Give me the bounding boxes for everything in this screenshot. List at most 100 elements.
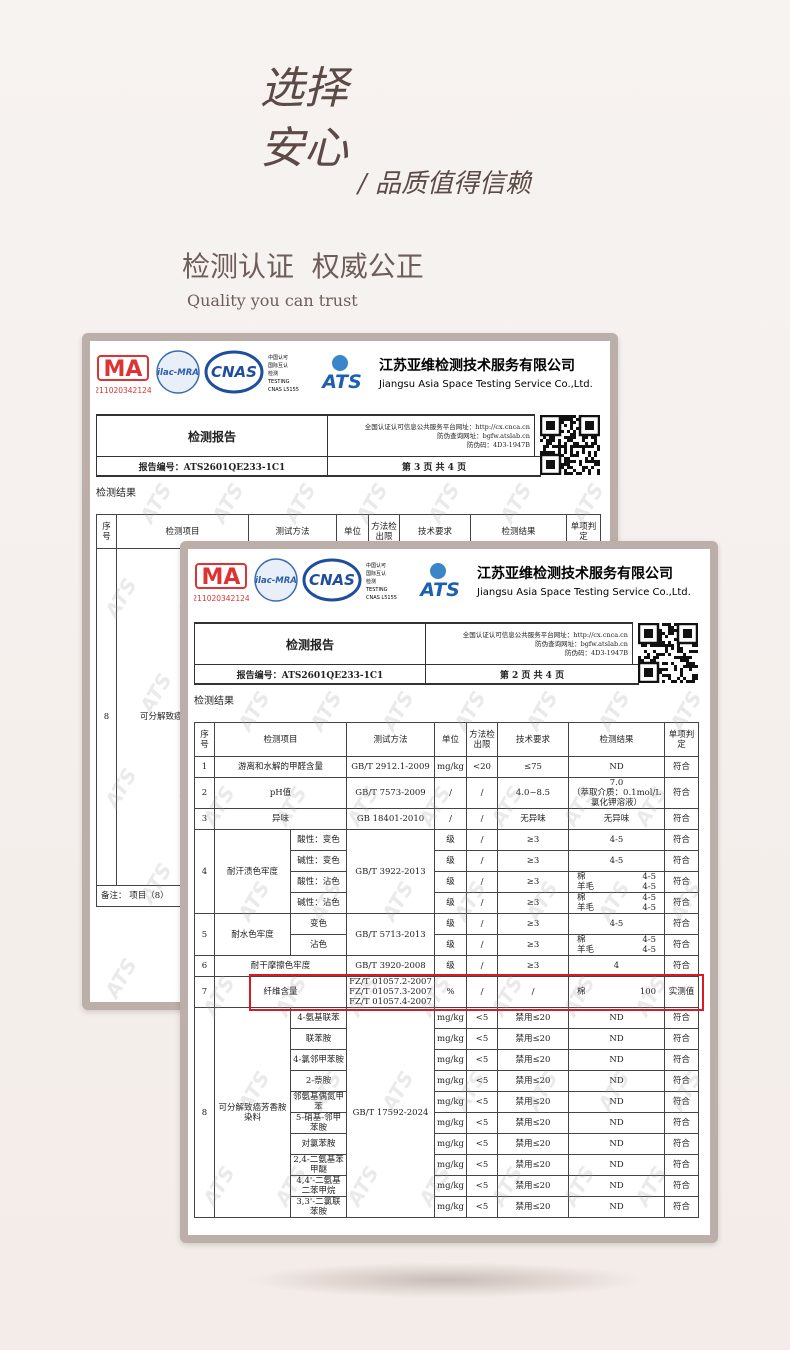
report-body: MA 211020342124 ilac-MRA CNAS 中国认可 国际互认 检测 TEST… [192,558,704,1218]
qr-module [677,677,680,680]
qr-module [546,442,549,445]
qr-module [552,436,555,439]
platform-line: 防伪码：4D3-1947B [565,648,628,657]
ats-globe [430,563,446,579]
result-pair: 羊毛 4-5 [571,903,662,913]
table-cell: GB 18401-2010 [346,808,436,830]
qr-module [662,668,665,671]
report-header: 检测报告 全国认证认可信息公共服务平台网址：http://cx.cnca.cn 防伪… [194,622,704,686]
qr-module [570,454,573,457]
qr-module [567,466,570,469]
qr-module [573,415,576,418]
qr-module [576,418,579,421]
qr-module [659,644,662,647]
result-pair: 羊毛 4-5 [571,882,662,892]
result-label: 羊毛 [577,882,595,892]
title-line: 选择 [260,63,348,114]
table-cell: 3,3'-二氯联苯胺 [289,1196,348,1218]
qr-module [668,641,671,644]
platform-line: 防伪查询网址：bgfw.atslab.cn [535,639,628,648]
ma-frame [97,355,149,381]
table-cell: 碱性：变色 [289,850,348,872]
table-cell: <5 [466,1133,499,1155]
qr-module [647,656,650,659]
table-cell: GB/T 3920-2008 [346,955,436,977]
table-cell: ND [568,1196,666,1218]
table-cell: 测试方法 [346,722,436,757]
report-no: 报告编号：ATS2601QE233-1C1 [96,456,328,477]
table-cell: ≤75 [497,756,570,778]
table-cell: <5 [466,1154,499,1176]
table-cell: mg/kg [434,1196,468,1218]
table-cell: mg/kg [434,1028,468,1050]
qr-module [579,463,582,466]
qr-module [573,436,576,439]
table-cell: mg/kg [434,1091,468,1113]
report-front: MA 211020342124 ilac-MRA CNAS 中国认可 国际互认 检测 TEST… [180,541,718,1243]
table-cell: 禁用≤20 [497,1007,570,1029]
table-cell: 5 [194,913,215,956]
table-cell: 4-5 [568,850,666,872]
table-cell: 禁用≤20 [497,1070,570,1092]
table-cell: 异味 [213,808,348,830]
table-cell: 级 [434,934,468,956]
qr-module [573,445,576,448]
table-cell: 单位 [434,722,468,757]
table-cell: 耐水色牢度 [214,913,291,956]
qr-module [662,680,665,683]
ma-logo: MA [104,357,143,382]
table-cell: 5-硝基-邻甲苯胺 [289,1112,348,1134]
qr-module [662,662,665,665]
qr-module [641,644,644,647]
cnas-text: CNAS [211,363,257,381]
section-label: 检测结果 [194,696,234,707]
qr-module [665,662,668,665]
table-cell: 技术要求 [497,722,570,757]
result-label: 棉 [577,935,586,946]
qr-module [665,674,668,677]
qr-module [662,641,665,644]
qr-module [650,659,653,662]
qr-module [585,457,588,460]
qr-module [576,445,579,448]
qr-module [680,656,683,659]
result-value: 4-5 [642,935,657,946]
qr-module [680,647,683,650]
table-cell: 级 [434,850,468,872]
qr-module [689,668,692,671]
qr-module [567,457,570,460]
qr-module [564,460,567,463]
ats-logo: ATS [320,371,362,393]
qr-module [659,635,662,638]
qr-module [573,442,576,445]
table-cell: 符合 [664,1112,700,1134]
table-cell: GB/T 2912.1-2009 [346,756,436,778]
result-pair: 棉 4-5 [571,873,662,883]
qr-module [564,415,567,418]
table-cell: ND [568,1028,666,1050]
qr-module [680,671,683,674]
qr-module [591,457,594,460]
table-cell: GB/T 17592-2024 [346,1007,436,1218]
table-row: 4 耐汗渍色牢度 酸性：变色 GB/T 3922-2013 级 / ≥3 4-5 符合 [194,829,700,914]
table-cell: 符合 [664,913,700,935]
table-row: 7 纤维含量 FZ/T 01057.2-2007 FZ/T 01057.3-2007… [194,976,700,1008]
shadow [245,1262,645,1298]
qr-module [573,433,576,436]
table-cell: 符合 [664,934,700,956]
result-value: 100 [639,987,657,997]
qr-module [576,472,579,475]
table-cell: / [497,976,570,1008]
report-no: 报告编号：ATS2601QE233-1C1 [194,664,426,685]
table-cell: ≥3 [497,913,570,935]
qr-module [668,644,671,647]
ma-code: 211020342124 [96,386,152,395]
qr-module [674,623,677,626]
qr-module [564,442,567,445]
qr-module [659,641,662,644]
qr-module [591,460,594,463]
qr-module [576,454,579,457]
qr-module [543,445,546,448]
qr-module [695,674,698,677]
table-cell: GB/T 5713-2013 [346,913,436,956]
